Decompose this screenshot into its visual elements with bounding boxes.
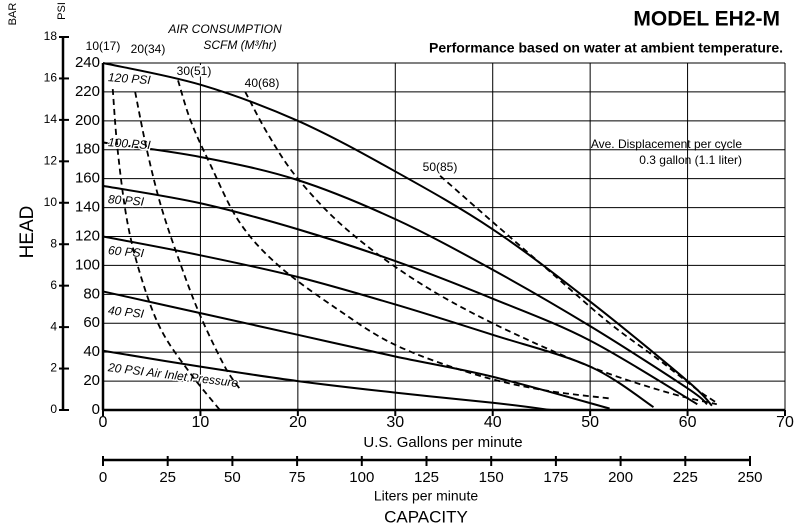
- air-consumption-curve: [177, 80, 610, 400]
- annotation: SCFM (M³/hr): [203, 38, 276, 52]
- series-label: 80 PSI: [108, 192, 146, 209]
- y2-tick-label: 4: [50, 319, 57, 333]
- x-tick-label: 60: [679, 414, 697, 431]
- annotation: 0.3 gallon (1.1 liter): [639, 153, 742, 167]
- x-tick-label: 20: [289, 414, 307, 431]
- y-tick-label: 140: [75, 199, 100, 216]
- x-tick-label: 10: [192, 414, 210, 431]
- air-consumption-curve: [134, 91, 241, 389]
- x-tick-label: 40: [484, 414, 502, 431]
- x2-tick-label: 200: [608, 469, 633, 486]
- y-tick-label: 20: [83, 372, 100, 389]
- air-consumption-curve: [244, 91, 718, 406]
- y-axis-label: HEAD: [17, 206, 38, 259]
- y-unit: PSI: [56, 2, 68, 20]
- x-axis-label: U.S. Gallons per minute: [363, 434, 522, 451]
- x2-tick-label: 125: [414, 469, 439, 486]
- series-label: 40 PSI: [107, 303, 145, 321]
- annotation: AIR CONSUMPTION: [167, 22, 282, 36]
- pressure-curve: [102, 184, 698, 406]
- y2-tick-label: 0: [50, 402, 57, 416]
- y-tick-label: 60: [83, 314, 100, 331]
- y2-tick-label: 2: [50, 361, 57, 375]
- x2-tick-label: 25: [159, 469, 176, 486]
- pressure-curve: [102, 235, 655, 408]
- series-label: 50(85): [423, 160, 458, 174]
- air-consumption-curve: [439, 175, 718, 404]
- x2-axis-label: Liters per minute: [374, 488, 478, 504]
- x-tick-label: 0: [99, 414, 108, 431]
- y-tick-label: 180: [75, 141, 100, 158]
- air-consumption-curve: [111, 88, 221, 411]
- y-tick-label: 0: [92, 401, 100, 418]
- series-label: 60 PSI: [107, 243, 145, 260]
- y2-tick-label: 14: [44, 112, 58, 126]
- y2-tick-label: 10: [44, 195, 58, 209]
- y-tick-label: 220: [75, 83, 100, 100]
- y2-unit: BAR: [7, 3, 19, 26]
- series-label: 100 PSI: [108, 135, 152, 152]
- x2-tick-label: 50: [224, 469, 241, 486]
- chart-subtitle: Performance based on water at ambient te…: [429, 40, 783, 56]
- x-tick-label: 70: [776, 414, 794, 431]
- y2-tick-label: 18: [44, 29, 58, 43]
- series-label: 120 PSI: [108, 70, 152, 87]
- x2-tick-label: 250: [737, 469, 762, 486]
- y-tick-label: 80: [83, 285, 100, 302]
- series-label: 10(17): [86, 39, 121, 53]
- x2-tick-label: 0: [99, 469, 107, 486]
- pressure-curve: [102, 62, 713, 407]
- y2-tick-label: 16: [44, 71, 58, 85]
- chart-title: MODEL EH2-M: [633, 8, 780, 31]
- series-label: 20(34): [131, 42, 166, 56]
- y-tick-label: 160: [75, 170, 100, 187]
- pressure-curve: [102, 349, 552, 411]
- y2-tick-label: 12: [44, 154, 58, 168]
- pressure-curve: [102, 141, 708, 405]
- y-tick-label: 240: [75, 54, 100, 71]
- series-label: 40(68): [245, 76, 280, 90]
- annotation: Ave. Displacement per cycle: [591, 137, 743, 151]
- series-label: 20 PSI Air Inlet Pressure: [106, 360, 239, 390]
- x2-tick-label: 225: [673, 469, 698, 486]
- y2-tick-label: 6: [50, 278, 57, 292]
- x-title: CAPACITY: [384, 507, 468, 526]
- x2-tick-label: 75: [289, 469, 306, 486]
- y-tick-label: 100: [75, 256, 100, 273]
- series-label: 30(51): [177, 64, 212, 78]
- y-tick-label: 40: [83, 343, 100, 360]
- y-tick-label: 120: [75, 227, 100, 244]
- x2-tick-label: 100: [349, 469, 374, 486]
- y-tick-label: 200: [75, 112, 100, 129]
- x-tick-label: 50: [581, 414, 599, 431]
- y2-tick-label: 8: [50, 236, 57, 250]
- x-tick-label: 30: [386, 414, 404, 431]
- x2-tick-label: 150: [479, 469, 504, 486]
- pressure-curve: [102, 290, 610, 410]
- x2-tick-label: 175: [543, 469, 568, 486]
